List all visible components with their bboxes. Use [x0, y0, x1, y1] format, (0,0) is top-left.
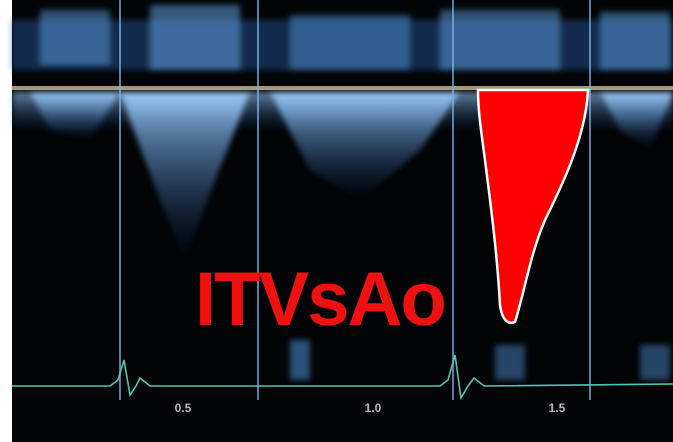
page: {"label": "ITVsAo", "time_axis": {"ticks…	[0, 0, 673, 442]
time-tick-label: 0.5	[175, 401, 192, 415]
measurement-label: ITVsAo	[195, 257, 445, 342]
time-tick-label: 1.5	[549, 401, 566, 415]
doppler-image: ITVsAo 0.5 1.0 1.5	[0, 0, 673, 442]
time-tick-label: 1.0	[365, 401, 382, 415]
